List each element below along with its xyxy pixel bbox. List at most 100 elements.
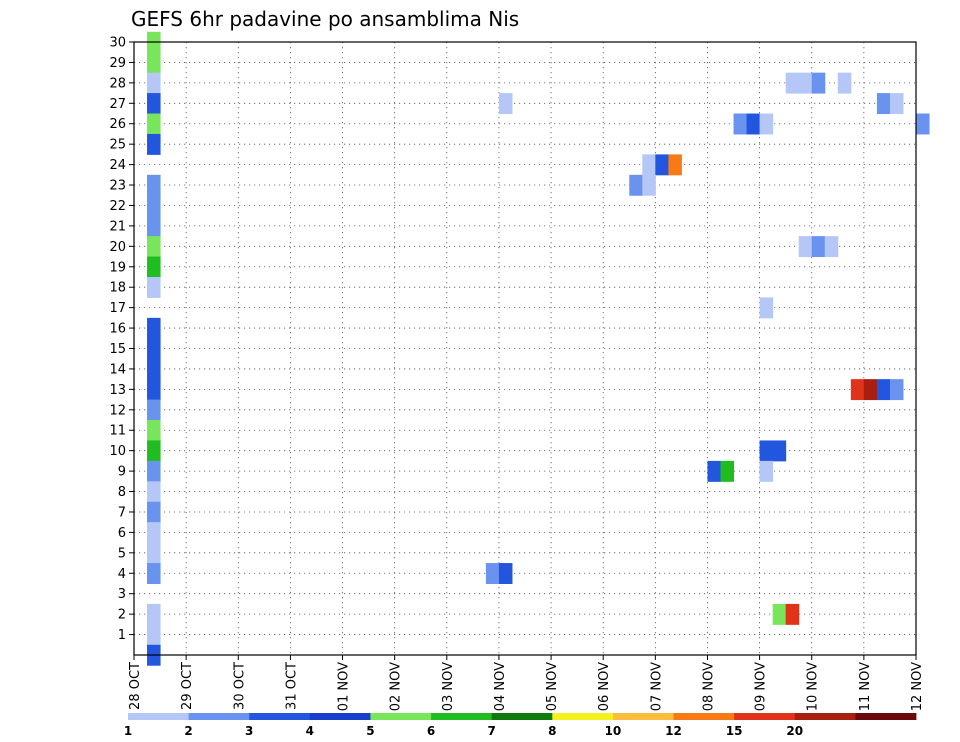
legend-swatch bbox=[794, 713, 856, 720]
y-tick-label: 5 bbox=[118, 546, 126, 561]
y-tick-label: 3 bbox=[118, 587, 126, 602]
precipitation-cell bbox=[147, 72, 161, 94]
precipitation-cell bbox=[811, 236, 826, 258]
x-tick-label: 02 NOV bbox=[389, 662, 404, 711]
legend-swatch bbox=[612, 713, 674, 720]
y-tick-label: 15 bbox=[109, 342, 126, 357]
precipitation-cell bbox=[759, 440, 774, 462]
y-tick-label: 30 bbox=[109, 36, 126, 51]
y-tick-label: 22 bbox=[109, 199, 126, 214]
x-tick-label: 06 NOV bbox=[597, 662, 612, 711]
precipitation-cell bbox=[720, 460, 735, 482]
precipitation-cell bbox=[147, 358, 161, 380]
chart-title: GEFS 6hr padavine po ansamblima Nis bbox=[131, 7, 519, 31]
precipitation-cell bbox=[876, 379, 891, 401]
legend-swatch bbox=[249, 713, 311, 720]
x-tick-label: 04 NOV bbox=[493, 662, 508, 711]
precipitation-cell bbox=[147, 236, 161, 258]
precipitation-cell bbox=[876, 93, 891, 115]
legend-swatch bbox=[309, 713, 371, 720]
legend-label: 20 bbox=[786, 724, 803, 738]
precipitation-cell bbox=[147, 338, 161, 360]
x-tick-label: 09 NOV bbox=[754, 662, 769, 711]
y-tick-label: 10 bbox=[109, 444, 126, 459]
precipitation-cell bbox=[147, 542, 161, 564]
precipitation-cell bbox=[707, 460, 721, 482]
precipitation-cell bbox=[147, 379, 161, 401]
x-tick-label: 12 NOV bbox=[910, 662, 925, 711]
precipitation-cell bbox=[889, 93, 904, 115]
y-tick-label: 8 bbox=[118, 485, 126, 500]
precipitation-cell bbox=[147, 215, 161, 237]
legend-swatch bbox=[188, 713, 250, 720]
precipitation-cell bbox=[147, 603, 161, 625]
precipitation-cell bbox=[147, 276, 161, 298]
x-tick-label: 03 NOV bbox=[441, 662, 456, 711]
precipitation-cell bbox=[863, 379, 878, 401]
precipitation-cell bbox=[811, 72, 826, 94]
precipitation-cell bbox=[759, 297, 774, 319]
y-tick-label: 11 bbox=[109, 424, 126, 439]
y-tick-label: 1 bbox=[118, 628, 126, 643]
precipitation-cell bbox=[485, 563, 500, 584]
legend-label: 6 bbox=[427, 724, 435, 738]
legend-label: 5 bbox=[366, 724, 374, 738]
legend-swatch bbox=[128, 713, 190, 720]
legend-swatch bbox=[673, 713, 735, 720]
legend-label: 12 bbox=[665, 724, 682, 738]
legend-label: 10 bbox=[605, 724, 622, 738]
precipitation-cell bbox=[147, 501, 161, 523]
precipitation-cell bbox=[785, 72, 800, 94]
x-tick-label: 28 OCT bbox=[128, 662, 143, 710]
axes: 1234567891011121314151617181920212223242… bbox=[109, 36, 925, 712]
legend-label: 8 bbox=[548, 724, 556, 738]
precipitation-cell bbox=[733, 113, 748, 135]
y-tick-label: 23 bbox=[109, 179, 126, 194]
precipitation-cell bbox=[642, 154, 656, 176]
legend-label: 2 bbox=[184, 724, 192, 738]
precipitation-cell bbox=[798, 236, 813, 258]
y-tick-label: 24 bbox=[109, 158, 126, 173]
precipitation-cell bbox=[147, 256, 161, 278]
y-tick-label: 4 bbox=[118, 567, 126, 582]
precipitation-cell bbox=[147, 113, 161, 135]
precipitation-cell bbox=[668, 154, 682, 176]
precipitation-cell bbox=[147, 93, 161, 115]
precipitation-cell bbox=[147, 460, 161, 482]
precipitation-cell bbox=[147, 317, 161, 339]
y-tick-label: 12 bbox=[109, 403, 126, 418]
color-legend: 1 2 3 4 5 6 7 8 10 12 15 20 bbox=[124, 713, 917, 738]
precipitation-cell bbox=[498, 93, 513, 115]
precipitation-cell bbox=[759, 460, 774, 482]
y-tick-label: 25 bbox=[109, 138, 126, 153]
y-tick-label: 18 bbox=[109, 281, 126, 296]
legend-swatch bbox=[552, 713, 614, 720]
precipitation-cell bbox=[798, 72, 813, 94]
y-tick-label: 21 bbox=[109, 219, 126, 234]
precipitation-cell bbox=[655, 154, 669, 176]
precipitation-cell bbox=[147, 624, 161, 646]
y-tick-label: 27 bbox=[109, 97, 126, 112]
y-tick-label: 14 bbox=[109, 362, 126, 377]
grid-lines bbox=[134, 42, 916, 655]
x-tick-label: 08 NOV bbox=[701, 662, 716, 711]
legend-label: 15 bbox=[726, 724, 743, 738]
y-tick-label: 9 bbox=[118, 465, 126, 480]
x-tick-label: 01 NOV bbox=[337, 662, 352, 711]
precipitation-cell bbox=[772, 440, 787, 462]
precipitation-cell bbox=[147, 522, 161, 544]
precipitation-cell bbox=[147, 481, 161, 503]
y-tick-label: 19 bbox=[109, 260, 126, 275]
x-tick-label: 29 OCT bbox=[180, 662, 195, 710]
legend-label: 7 bbox=[488, 724, 496, 738]
precipitation-cell bbox=[916, 113, 930, 135]
legend-swatch bbox=[431, 713, 493, 720]
legend-swatch bbox=[491, 713, 553, 720]
x-tick-label: 07 NOV bbox=[649, 662, 664, 711]
legend-swatch bbox=[734, 713, 796, 720]
y-tick-label: 28 bbox=[109, 76, 126, 91]
precipitation-cell bbox=[772, 603, 787, 625]
precipitation-cell bbox=[837, 72, 852, 94]
y-tick-label: 7 bbox=[118, 505, 126, 520]
